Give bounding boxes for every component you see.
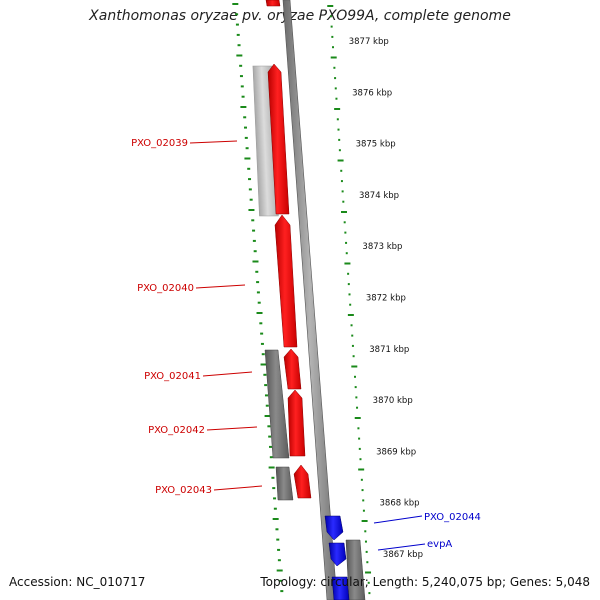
gene-label[interactable]: PXO_02044: [424, 512, 481, 523]
gene-pxo-02038: [265, 0, 281, 7]
gene-pxo-02043: [293, 464, 312, 499]
ruler-label: 3869 kbp: [376, 447, 416, 457]
gene-pxo-02040: [274, 214, 298, 348]
ruler-label: 3876 kbp: [352, 88, 392, 98]
gene-label[interactable]: PXO_02040: [137, 283, 194, 294]
ruler-label: 3877 kbp: [349, 37, 389, 47]
accession-text: Accession: NC_010717: [9, 575, 146, 589]
reverse-genes: [324, 515, 350, 600]
gene-next: [331, 576, 350, 600]
gene-label[interactable]: PXO_02039: [131, 138, 188, 149]
feature-bars-dark: [264, 349, 366, 600]
topology-text: Topology: circular; Length: 5,240,075 bp…: [260, 575, 590, 589]
genome-backbone: [282, 0, 338, 600]
ruler-label: 3874 kbp: [359, 191, 399, 201]
inner-ruler: [327, 5, 372, 595]
gene-label[interactable]: PXO_02043: [155, 485, 212, 496]
ruler-label: 3867 kbp: [383, 550, 423, 560]
gene-pxo-02044: [324, 515, 344, 541]
ruler-label: 3871 kbp: [369, 345, 409, 355]
label-leaders: [189, 140, 426, 551]
gene-evpa: [328, 542, 347, 567]
ruler-labels: 3877 kbp 3876 kbp 3875 kbp 3874 kbp 3873 kbp…: [349, 37, 423, 560]
gene-labels: PXO_02039 PXO_02040 PXO_02041 PXO_02042 …: [131, 138, 481, 550]
ruler-label: 3872 kbp: [366, 294, 406, 304]
gene-pxo-02041: [283, 348, 302, 390]
map-title: Xanthomonas oryzae pv. oryzae PXO99A, co…: [89, 8, 511, 24]
gene-label[interactable]: PXO_02041: [144, 371, 201, 382]
forward-genes: [265, 0, 312, 499]
ruler-label: 3870 kbp: [373, 396, 413, 406]
outer-ruler: [232, 3, 284, 593]
gene-pxo-02042: [287, 389, 306, 457]
ruler-label: 3873 kbp: [362, 242, 402, 252]
gene-pxo-02039: [267, 63, 290, 215]
gene-label[interactable]: evpA: [427, 539, 452, 550]
ruler-label: 3868 kbp: [380, 499, 420, 509]
gene-label[interactable]: PXO_02042: [148, 425, 205, 436]
ruler-label: 3875 kbp: [356, 140, 396, 150]
